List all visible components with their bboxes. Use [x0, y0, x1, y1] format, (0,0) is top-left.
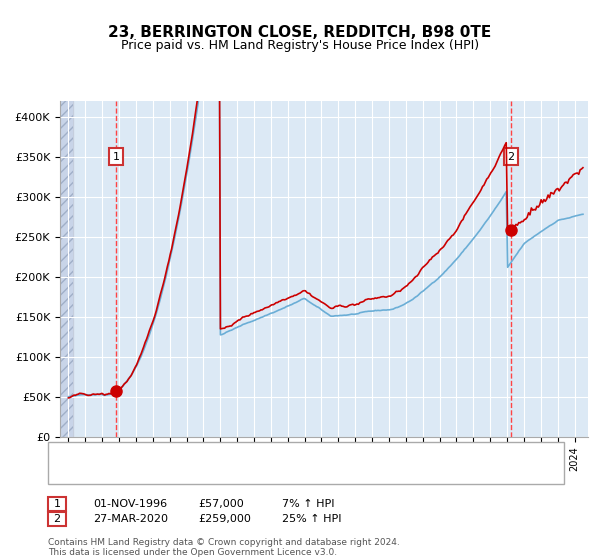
- Text: 7% ↑ HPI: 7% ↑ HPI: [282, 499, 335, 508]
- Text: Contains HM Land Registry data © Crown copyright and database right 2024.
This d: Contains HM Land Registry data © Crown c…: [48, 538, 400, 557]
- Text: HPI: Average price, semi-detached house, Redditch: HPI: Average price, semi-detached house,…: [96, 465, 364, 475]
- Text: 23, BERRINGTON CLOSE, REDDITCH, B98 0TE: 23, BERRINGTON CLOSE, REDDITCH, B98 0TE: [109, 25, 491, 40]
- Text: 1: 1: [53, 499, 61, 508]
- Text: Price paid vs. HM Land Registry's House Price Index (HPI): Price paid vs. HM Land Registry's House …: [121, 39, 479, 52]
- Text: 27-MAR-2020: 27-MAR-2020: [93, 515, 168, 524]
- Text: 1: 1: [113, 152, 119, 162]
- Text: 2: 2: [53, 515, 61, 524]
- Text: £259,000: £259,000: [198, 515, 251, 524]
- Bar: [60, 101, 73, 437]
- Text: 2: 2: [508, 152, 514, 162]
- Bar: [60, 101, 73, 437]
- Text: 23, BERRINGTON CLOSE, REDDITCH, B98 0TE (semi-detached house): 23, BERRINGTON CLOSE, REDDITCH, B98 0TE …: [96, 446, 455, 456]
- Text: 01-NOV-1996: 01-NOV-1996: [93, 499, 167, 508]
- Text: £57,000: £57,000: [198, 499, 244, 508]
- Text: 25% ↑ HPI: 25% ↑ HPI: [282, 515, 341, 524]
